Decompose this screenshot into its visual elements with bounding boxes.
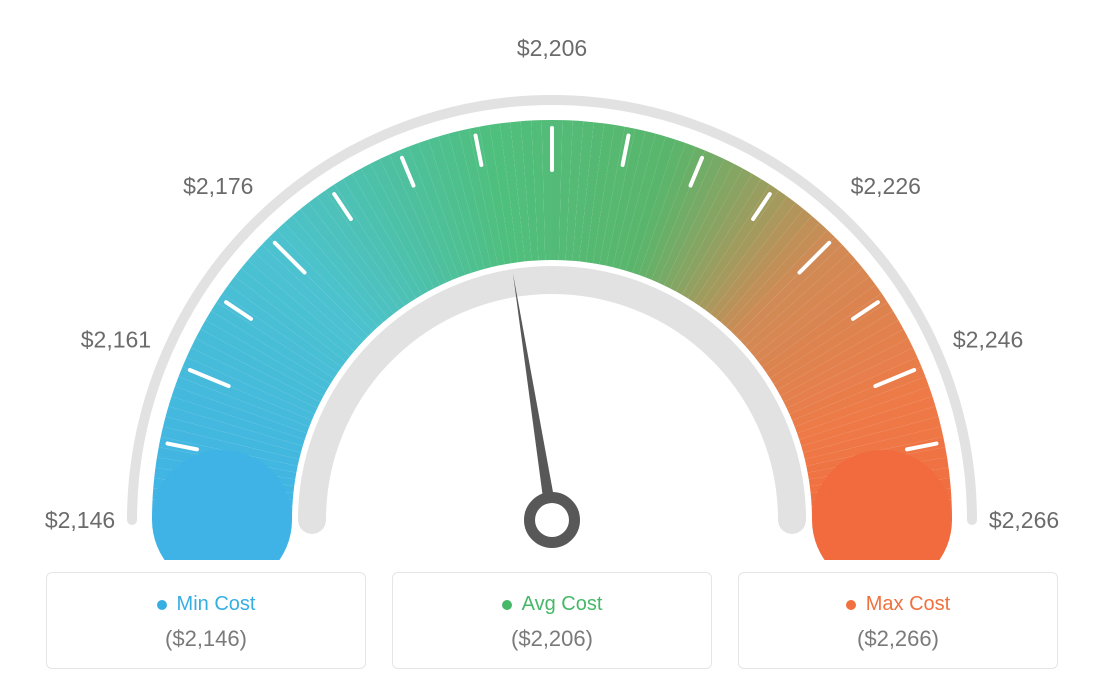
legend-title-avg: Avg Cost	[522, 593, 603, 616]
legend-dot-min	[157, 600, 167, 610]
legend-value-avg: ($2,206)	[403, 626, 701, 652]
gauge-tick-label: $2,176	[183, 173, 253, 199]
legend-dot-max	[846, 600, 856, 610]
legend-card-max: Max Cost ($2,266)	[738, 572, 1058, 669]
gauge-tick-label: $2,246	[953, 326, 1023, 352]
gauge-tick-label: $2,226	[851, 173, 921, 199]
legend-title-min: Min Cost	[177, 593, 256, 616]
legend-card-avg: Avg Cost ($2,206)	[392, 572, 712, 669]
gauge-chart: $2,146 $2,161 $2,176 $2,206 $2,226 $2,246 $2,2…	[22, 20, 1082, 560]
gauge-svg: $2,146 $2,161 $2,176 $2,206 $2,226 $2,246 $2,2…	[22, 20, 1082, 560]
legend-value-min: ($2,146)	[57, 626, 355, 652]
gauge-tick-label: $2,146	[45, 507, 115, 533]
gauge-tick-label: $2,266	[989, 507, 1059, 533]
legend-card-min: Min Cost ($2,146)	[46, 572, 366, 669]
legend-title-max: Max Cost	[866, 593, 950, 616]
legend-dot-avg	[502, 600, 512, 610]
gauge-tick-label: $2,206	[517, 35, 587, 61]
legend-value-max: ($2,266)	[749, 626, 1047, 652]
gauge-tick-label: $2,161	[81, 326, 151, 352]
legend-row: Min Cost ($2,146) Avg Cost ($2,206) Max …	[20, 572, 1084, 669]
